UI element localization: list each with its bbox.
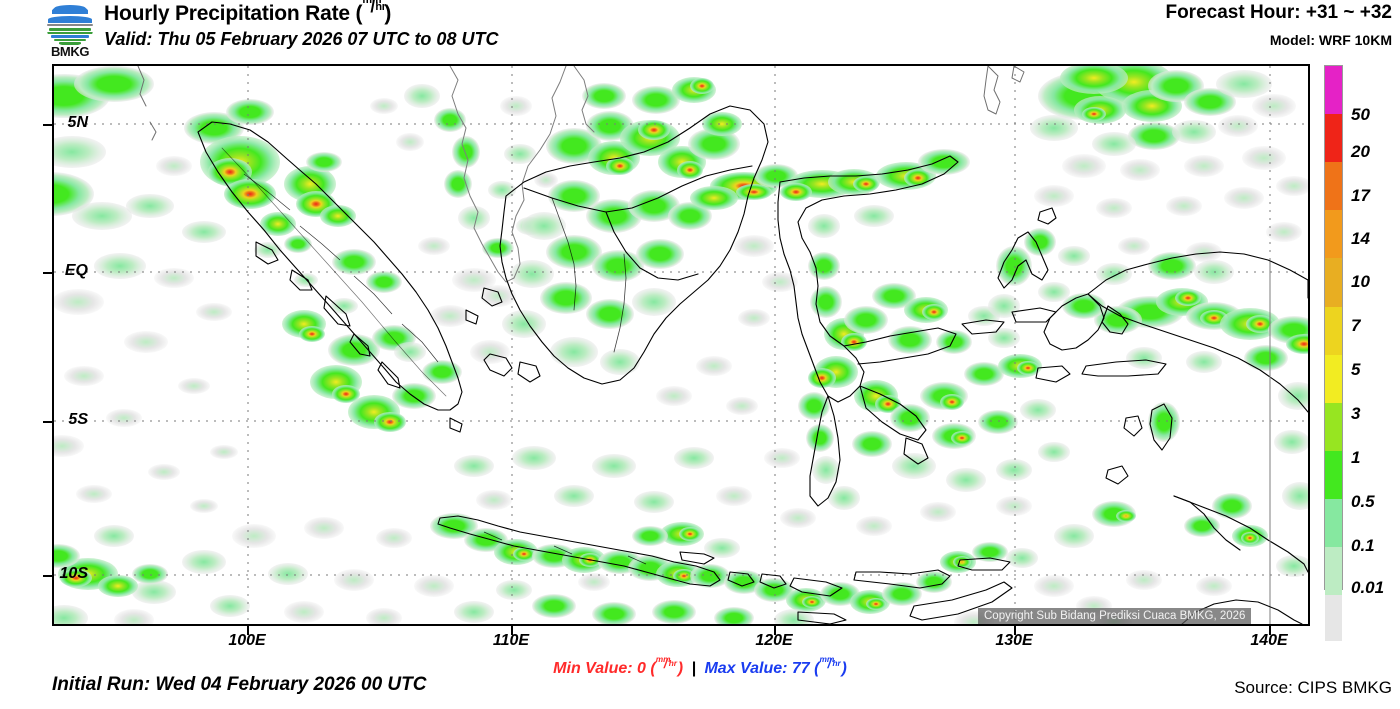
x-tick-mark-120e: [774, 626, 776, 635]
colorbar-label-1: 1: [1351, 448, 1361, 467]
colorbar-band-10: [1325, 258, 1342, 307]
y-tick-label-5s: 5S: [68, 411, 88, 428]
colorbar-band-3: [1325, 402, 1342, 451]
precipitation-field: [54, 66, 1308, 624]
colorbar-label-01: 0.1: [1351, 536, 1375, 555]
max-value-label: Max Value:: [704, 660, 788, 677]
source-label: Source: CIPS BMKG: [1234, 678, 1392, 697]
precipitation-colorbar[interactable]: [1324, 65, 1343, 642]
colorbar-band-50: [1325, 66, 1342, 115]
logo-disc: [46, 2, 94, 46]
minmax-separator: |: [691, 660, 696, 677]
valid-time-subtitle: Valid: Thu 05 February 2026 07 UTC to 08…: [104, 29, 499, 49]
colorbar-label-05: 0.5: [1351, 492, 1375, 511]
y-tick-mark-eq: [43, 272, 52, 274]
colorbar-label-17: 17: [1351, 186, 1370, 205]
page-title-text: Hourly Precipitation Rate: [104, 2, 350, 25]
page-title: Hourly Precipitation Rate (mm / hr): [104, 0, 391, 26]
colorbar-band-5: [1325, 354, 1342, 403]
unit-numerator: mm: [362, 0, 382, 7]
x-tick-label-130e: 130E: [995, 632, 1033, 649]
model-label: Model: WRF 10KM: [1269, 32, 1392, 48]
x-tick-label-140e: 140E: [1250, 632, 1288, 649]
min-value: 0: [637, 660, 646, 677]
y-tick-label-eq: EQ: [64, 262, 88, 279]
colorbar-band-7: [1325, 306, 1342, 355]
min-unit: (mm / hr): [645, 653, 684, 677]
colorbar-band-17: [1325, 162, 1342, 211]
colorbar-label-20: 20: [1351, 142, 1370, 161]
max-value: 77: [791, 660, 810, 677]
colorbar-label-5: 5: [1351, 360, 1361, 379]
colorbar-label-001: 0.01: [1351, 578, 1385, 597]
colorbar-label-3: 3: [1351, 404, 1361, 423]
colorbar-band-05: [1325, 498, 1342, 548]
colorbar-band-14: [1325, 210, 1342, 259]
colorbar-label-7: 7: [1351, 316, 1361, 335]
colorbar-label-50: 50: [1351, 105, 1370, 124]
y-tick-label-5n: 5N: [67, 114, 88, 131]
header-bar: BMKG Hourly Precipitation Rate (mm / hr) V…: [0, 0, 1400, 62]
y-tick-mark-5n: [43, 124, 52, 126]
x-tick-label-100e: 100E: [228, 632, 266, 649]
colorbar-band-01: [1325, 547, 1342, 596]
x-tick-mark-140e: [1269, 626, 1271, 635]
copyright-watermark: Copyright Sub Bidang Prediksi Cuaca BMKG…: [978, 608, 1252, 624]
x-tick-mark-110e: [511, 626, 513, 635]
x-tick-label-110e: 110E: [492, 632, 530, 649]
min-max-readout: Min Value: 0 (mm / hr) | Max Value: 77 (mm…: [0, 653, 1400, 678]
y-tick-mark-5s: [43, 421, 52, 423]
logo-label: BMKG: [50, 44, 90, 59]
precipitation-map[interactable]: [52, 64, 1310, 626]
colorbar-band-1: [1325, 450, 1342, 499]
y-tick-label-10s: 10S: [59, 565, 88, 582]
title-unit: (mm / hr): [356, 0, 392, 25]
x-tick-label-120e: 120E: [755, 632, 793, 649]
x-tick-mark-130e: [1014, 626, 1016, 635]
colorbar-band-001: [1325, 595, 1342, 642]
map-canvas: [54, 66, 1308, 624]
unit-denominator: hr: [375, 0, 386, 13]
max-unit: (mm / hr): [809, 653, 847, 677]
colorbar-label-10: 10: [1351, 272, 1370, 291]
province-boundaries: [243, 173, 647, 565]
bmkg-logo: BMKG: [42, 2, 98, 60]
colorbar-band-20: [1325, 114, 1342, 163]
colorbar-label-14: 14: [1351, 229, 1370, 248]
min-value-label: Min Value:: [553, 660, 633, 677]
initial-run-label: Initial Run: Wed 04 February 2026 00 UTC: [52, 674, 427, 695]
y-tick-mark-10s: [43, 575, 52, 577]
x-tick-mark-100e: [247, 626, 249, 635]
forecast-hour-label: Forecast Hour: +31 ~ +32: [1165, 2, 1392, 23]
